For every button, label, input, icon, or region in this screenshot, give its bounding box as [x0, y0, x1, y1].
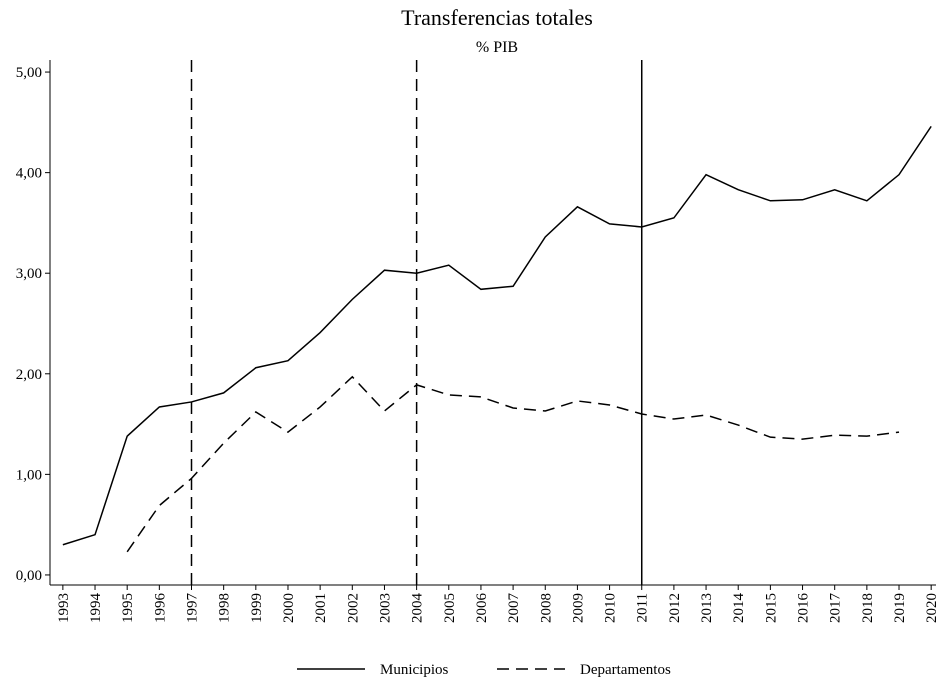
x-tick-label: 2009 [570, 593, 586, 623]
y-tick-label: 1,00 [16, 467, 42, 483]
x-tick-label: 2003 [377, 593, 393, 623]
y-tick-label: 0,00 [16, 568, 42, 584]
x-tick-label: 2004 [410, 593, 426, 624]
x-tick-label: 2015 [763, 593, 779, 623]
x-tick-label: 2001 [313, 593, 329, 623]
x-tick-label: 1996 [152, 593, 168, 624]
x-tick-label: 1997 [185, 593, 201, 624]
y-tick-label: 2,00 [16, 367, 42, 383]
chart-title: Transferencias totales [401, 5, 593, 30]
x-tick-label: 1998 [217, 593, 233, 623]
x-tick-label: 2010 [603, 593, 619, 623]
x-tick-label: 2008 [538, 593, 554, 623]
x-tick-label: 2019 [892, 593, 908, 623]
x-tick-label: 1994 [88, 593, 104, 624]
x-tick-label: 1999 [249, 593, 265, 623]
y-tick-label: 5,00 [16, 65, 42, 81]
x-tick-label: 2006 [474, 593, 490, 624]
x-tick-label: 2018 [860, 593, 876, 623]
legend-label: Departamentos [580, 662, 671, 678]
legend-label: Municipios [380, 662, 448, 678]
y-tick-label: 3,00 [16, 266, 42, 282]
x-tick-label: 2016 [796, 593, 812, 624]
x-tick-label: 2007 [506, 593, 522, 624]
x-tick-label: 2000 [281, 593, 297, 623]
chart-subtitle: % PIB [476, 39, 518, 56]
line-series [62, 125, 932, 546]
x-tick-label: 2014 [731, 593, 747, 624]
x-tick-label: 2002 [345, 593, 361, 623]
x-tick-label: 2020 [924, 593, 940, 623]
x-tick-label: 1995 [120, 593, 136, 623]
x-tick-label: 1993 [56, 593, 72, 623]
x-tick-label: 2005 [442, 593, 458, 623]
x-tick-label: 2011 [635, 593, 651, 622]
x-tick-label: 2013 [699, 593, 715, 623]
y-tick-label: 4,00 [16, 166, 42, 182]
line-series [126, 375, 900, 553]
x-tick-label: 2017 [828, 593, 844, 624]
x-tick-label: 2012 [667, 593, 683, 623]
